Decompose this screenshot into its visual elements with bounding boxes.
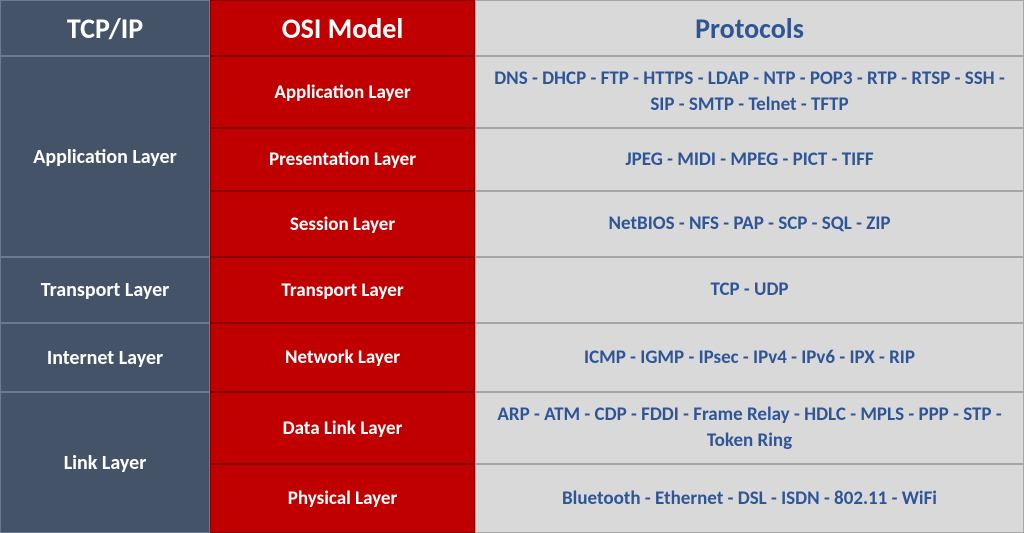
osi-physical-layer: Physical Layer — [210, 464, 475, 533]
osi-network-layer: Network Layer — [210, 323, 475, 392]
tcpip-application-layer: Application Layer — [0, 56, 210, 257]
protocols-header-cell: Protocols — [475, 0, 1024, 56]
osi-presentation-layer: Presentation Layer — [210, 128, 475, 191]
protocols-data-link: ARP - ATM - CDP - FDDI - Frame Relay - H… — [475, 392, 1024, 464]
protocols-application: DNS - DHCP - FTP - HTTPS - LDAP - NTP - … — [475, 56, 1024, 128]
tcpip-transport-layer: Transport Layer — [0, 257, 210, 323]
protocols-physical: Bluetooth - Ethernet - DSL - ISDN - 802.… — [475, 464, 1024, 533]
layer-comparison-table: TCP/IP OSI Model Protocols Application L… — [0, 0, 1024, 533]
osi-header-cell: OSI Model — [210, 0, 475, 56]
tcpip-internet-layer: Internet Layer — [0, 323, 210, 392]
tcpip-link-layer: Link Layer — [0, 392, 210, 533]
osi-application-layer: Application Layer — [210, 56, 475, 128]
protocols-network: ICMP - IGMP - IPsec - IPv4 - IPv6 - IPX … — [475, 323, 1024, 392]
protocols-session: NetBIOS - NFS - PAP - SCP - SQL - ZIP — [475, 191, 1024, 257]
protocols-transport: TCP - UDP — [475, 257, 1024, 323]
protocols-presentation: JPEG - MIDI - MPEG - PICT - TIFF — [475, 128, 1024, 191]
tcpip-header-cell: TCP/IP — [0, 0, 210, 56]
osi-data-link-layer: Data Link Layer — [210, 392, 475, 464]
osi-session-layer: Session Layer — [210, 191, 475, 257]
osi-transport-layer: Transport Layer — [210, 257, 475, 323]
